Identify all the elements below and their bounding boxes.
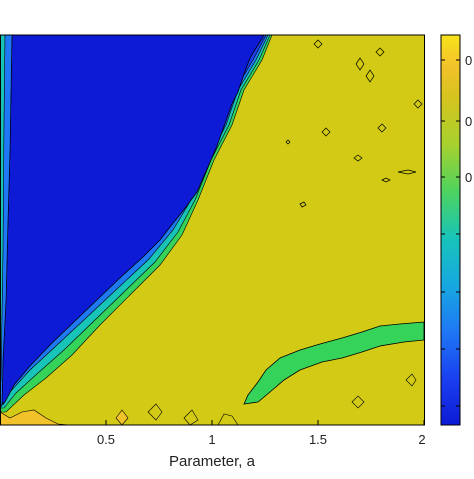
bottom-contour-5 <box>351 395 365 409</box>
colorbar-ticks: 0 0 0 <box>441 53 472 407</box>
plot-area <box>0 35 424 425</box>
speckle-1 <box>355 57 365 71</box>
speckle-12 <box>413 99 423 109</box>
x-axis: 0.5 1 1.5 2 <box>97 420 426 447</box>
speckle-4 <box>313 39 323 49</box>
x-tick-label: 1.5 <box>309 432 327 447</box>
bottom-contour-4 <box>217 413 239 425</box>
x-tick-label: 2 <box>418 432 425 447</box>
speckle-3 <box>365 69 375 83</box>
speckle-6 <box>377 123 387 133</box>
speckle-2 <box>375 47 385 57</box>
speckle-10 <box>299 201 307 208</box>
colorbar-tick-label: 0 <box>465 114 472 129</box>
speckle-9 <box>397 169 417 175</box>
colorbar-tick-label: 0 <box>465 170 472 185</box>
bottom-contour-2 <box>147 403 163 421</box>
speckle-8 <box>381 177 391 183</box>
green-band-lower-right <box>243 321 424 405</box>
x-axis-label: Parameter, a <box>169 453 256 470</box>
left-edge-band-teal <box>0 35 6 391</box>
speckle-11 <box>285 139 291 145</box>
bottom-contour-1 <box>115 409 129 425</box>
colorbar-tick-label: 0 <box>465 53 472 68</box>
colorbar: 0 0 0 <box>440 34 472 426</box>
colorbar-gradient <box>440 34 461 426</box>
bottom-contour-6 <box>405 373 417 387</box>
x-tick-label: 1 <box>208 432 215 447</box>
speckle-7 <box>353 154 363 162</box>
x-tick-label: 0.5 <box>97 432 115 447</box>
speckle-5 <box>321 127 331 137</box>
bottom-contour-3 <box>183 409 199 425</box>
bottom-contour-left <box>0 409 71 425</box>
